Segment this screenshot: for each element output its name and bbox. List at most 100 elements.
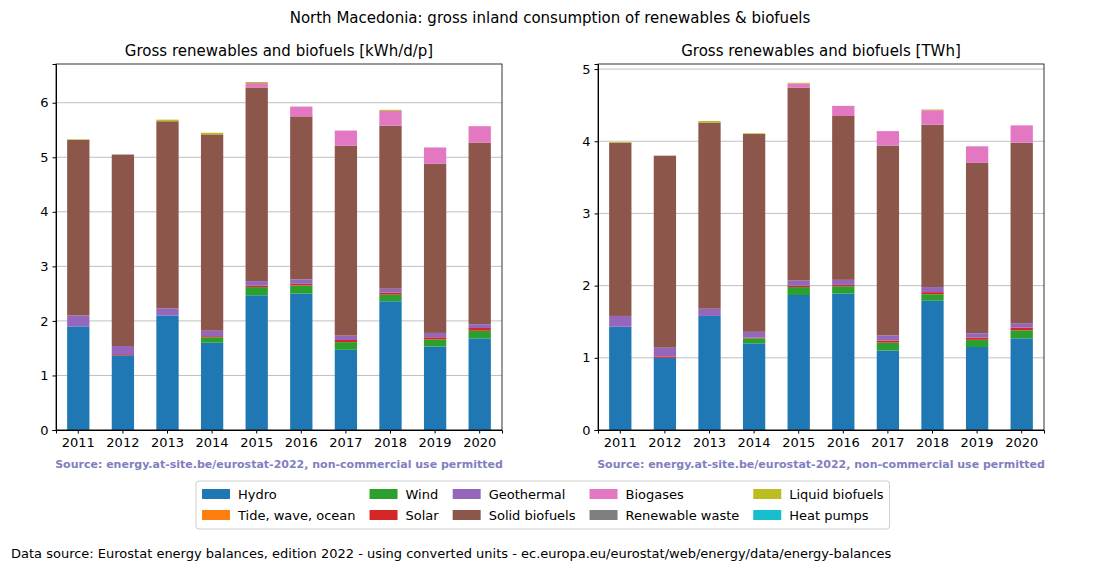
bar-segment: [424, 337, 446, 339]
figure: North Macedonia: gross inland consumptio…: [0, 0, 1100, 572]
bar-segment: [335, 131, 357, 146]
legend-item: Tide, wave, ocean: [202, 508, 356, 523]
bar-segment: [609, 143, 631, 316]
x-tick-mark: [212, 430, 213, 434]
bar-segment: [921, 287, 943, 292]
y-tick-mark: [595, 141, 599, 142]
bar-segment: [966, 347, 988, 430]
bar-segment: [67, 139, 89, 140]
bar-segment: [788, 287, 810, 295]
x-tick-mark: [932, 430, 933, 434]
y-tick-label: 0: [40, 423, 48, 438]
y-tick: 2: [40, 314, 56, 329]
legend-label: Biogases: [626, 487, 684, 502]
x-tick-label: 2017: [871, 435, 904, 450]
y-tick: 1: [40, 368, 56, 383]
legend-item: Liquid biofuels: [753, 487, 884, 502]
x-tick: 2012: [648, 430, 681, 450]
y-tick-label: 4: [582, 134, 590, 149]
panel: 0123456201120122013201420152016201720182…: [40, 42, 503, 471]
bar-segment: [290, 106, 312, 107]
source-note: Source: energy.at-site.be/eurostat-2022,…: [55, 458, 503, 471]
bar-segment: [877, 131, 899, 132]
bar-segment: [290, 116, 312, 279]
legend-swatch: [453, 510, 481, 520]
bar-segment: [743, 134, 765, 332]
x-tick: 2020: [463, 430, 496, 450]
y-axis: 0123456: [40, 65, 56, 438]
plot-frame: [56, 64, 502, 430]
bar-segment: [788, 83, 810, 84]
bar-segment: [335, 130, 357, 131]
bar-segment: [469, 126, 491, 127]
bar-segment: [1011, 125, 1033, 142]
bar-segment: [246, 285, 268, 287]
chart-title: Gross renewables and biofuels [kWh/d/p]: [125, 42, 433, 60]
bar-segment: [246, 87, 268, 281]
bar-segment: [654, 155, 676, 156]
bar-segment: [469, 338, 491, 430]
legend-label: Tide, wave, ocean: [237, 508, 356, 523]
bar-segment: [469, 324, 491, 328]
bar-segment: [379, 293, 401, 295]
bar-segment: [424, 164, 446, 333]
bar-segment: [112, 355, 134, 430]
bar-segment: [201, 336, 223, 337]
bar-segment: [1011, 323, 1033, 327]
bar-segment: [966, 146, 988, 163]
legend-item: Heat pumps: [753, 508, 868, 523]
x-tick-label: 2011: [604, 435, 637, 450]
bar-segment: [788, 281, 810, 286]
bar-segment: [654, 156, 676, 348]
legend-swatch: [590, 510, 618, 520]
x-axis-line: [599, 431, 1045, 434]
y-tick-label: 2: [40, 314, 48, 329]
legend-swatch: [753, 510, 781, 520]
bar-segment: [921, 292, 943, 294]
legend-box: [196, 481, 890, 529]
x-tick-label: 2015: [782, 435, 815, 450]
chart-title: Gross renewables and biofuels [TWh]: [681, 42, 961, 60]
bar-segment: [654, 357, 676, 358]
legend-swatch: [202, 489, 230, 499]
x-tick: 2011: [62, 430, 95, 450]
bar-segment: [966, 163, 988, 333]
bar-segment: [156, 308, 178, 315]
bar-segment: [290, 294, 312, 430]
bar-segment: [156, 315, 178, 430]
bar-segment: [609, 141, 631, 142]
bar-segment: [877, 335, 899, 340]
x-tick-mark: [664, 430, 665, 434]
x-tick-label: 2018: [374, 435, 407, 450]
legend-label: Solid biofuels: [489, 508, 576, 523]
bar-segment: [246, 82, 268, 83]
y-tick-mark: [595, 213, 599, 214]
bars: [67, 82, 491, 430]
x-tick-mark: [620, 430, 621, 434]
bar-segment: [698, 122, 720, 123]
x-axis-line: [57, 431, 503, 434]
bar-segment: [201, 343, 223, 430]
bar-segment: [654, 356, 676, 357]
bar-segment: [966, 340, 988, 347]
x-tick: 2020: [1005, 430, 1038, 450]
bar-segment: [379, 289, 401, 293]
bar-segment: [1011, 330, 1033, 338]
legend-swatch: [453, 489, 481, 499]
x-tick-label: 2013: [693, 435, 726, 450]
legend-item: Biogases: [590, 487, 684, 502]
bar-segment: [67, 139, 89, 140]
y-tick-mark: [53, 375, 57, 376]
bar-segment: [788, 286, 810, 287]
bar-segment: [832, 106, 854, 116]
bar-segment: [921, 110, 943, 111]
bar-segment: [698, 121, 720, 122]
x-tick-mark: [843, 430, 844, 434]
bar-segment: [921, 110, 943, 124]
legend-label: Heat pumps: [789, 508, 868, 523]
bar-segment: [743, 332, 765, 338]
bar-segment: [156, 120, 178, 122]
y-tick-label: 4: [40, 204, 48, 219]
bar-segment: [698, 122, 720, 308]
bar-segment: [335, 146, 357, 336]
